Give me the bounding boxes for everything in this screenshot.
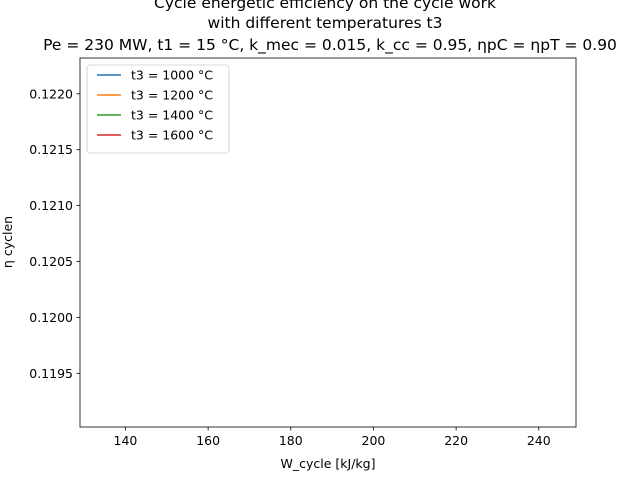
x-tick-label: 220 [444,433,468,448]
x-tick-label: 140 [114,433,138,448]
x-tick-label: 240 [527,433,551,448]
x-tick-label: 200 [362,433,386,448]
y-tick-label: 0.1210 [29,198,73,213]
x-tick-label: 180 [279,433,303,448]
legend-label: t3 = 1600 °C [131,128,213,143]
x-tick-label: 160 [196,433,220,448]
plot-area [79,57,577,428]
chart-title-line-2: with different temperatures t3 [208,14,443,32]
y-tick-label: 0.1200 [29,310,73,325]
legend-label: t3 = 1400 °C [131,108,213,123]
legend-label: t3 = 1000 °C [131,68,213,83]
legend-label: t3 = 1200 °C [131,88,213,103]
x-axis-label: W_cycle [kJ/kg] [281,456,376,471]
chart-title-line-1: Cycle energetic efficiency on the cycle … [154,0,496,12]
y-tick-label: 0.1220 [29,86,73,101]
legend-items: t3 = 1000 °C t3 = 1200 °C t3 = 1400 °C t3 =… [97,68,213,143]
legend: t3 = 1000 °C t3 = 1200 °C t3 = 1400 °C t3 =… [86,64,230,154]
x-axis: 140 160 180 200 220 240 [114,427,551,448]
legend-frame [86,64,230,154]
chart-title-line-3: Pe = 230 MW, t1 = 15 °C, k_mec = 0.015, … [43,36,617,55]
y-tick-label: 0.1205 [29,254,73,269]
plot-frame [79,57,577,428]
y-axis: 0.1195 0.1200 0.1205 0.1210 0.1215 0.1220 [29,86,80,381]
y-tick-label: 0.1195 [29,366,73,381]
y-tick-label: 0.1215 [29,142,73,157]
y-axis-label: η cyclen [0,216,15,268]
chart-title: Cycle energetic efficiency on the cycle … [43,0,617,55]
